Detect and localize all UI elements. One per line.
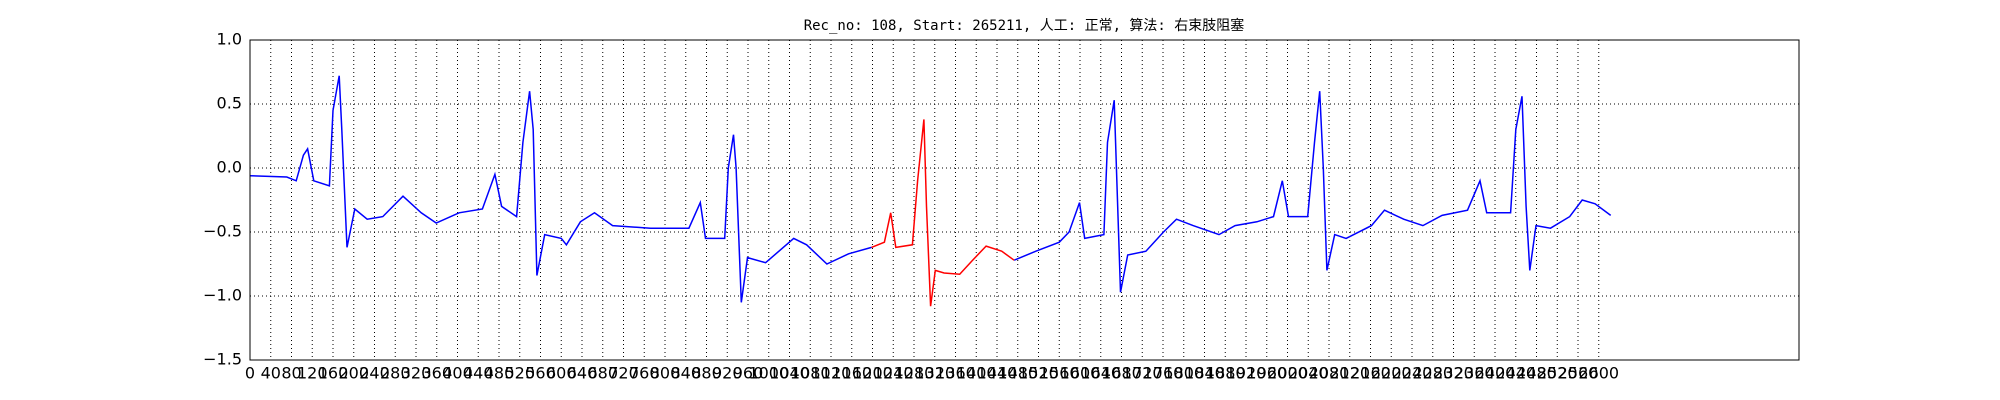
x-tick-label: 2560 xyxy=(1558,364,1599,383)
y-tick-label: −0.5 xyxy=(203,222,242,241)
x-tick-label: 40 xyxy=(261,364,281,383)
x-tick-label: 1840 xyxy=(1184,364,1225,383)
x-tick-label: 1080 xyxy=(790,364,831,383)
x-tick-label: 1560 xyxy=(1039,364,1080,383)
plot-frame xyxy=(249,39,1800,361)
x-tick-label: 760 xyxy=(629,364,660,383)
x-tick-label: 840 xyxy=(670,364,701,383)
x-tick-label: 1800 xyxy=(1163,364,1204,383)
x-tick-label: 280 xyxy=(380,364,411,383)
x-tick-label: 1400 xyxy=(956,364,997,383)
x-tick-label: 2120 xyxy=(1329,364,1370,383)
y-tick-label: 0.0 xyxy=(217,158,242,177)
x-tick-label: 800 xyxy=(650,364,681,383)
y-tick-label: 1.0 xyxy=(217,30,242,49)
x-tick-label: 360 xyxy=(421,364,452,383)
x-tick-label: 480 xyxy=(484,364,515,383)
x-tick-label: 1240 xyxy=(873,364,914,383)
x-tick-label: 80 xyxy=(281,364,301,383)
x-tick-label: 2360 xyxy=(1454,364,1495,383)
x-tick-label: 560 xyxy=(525,364,556,383)
x-tick-label: 2280 xyxy=(1412,364,1453,383)
x-tick-label: 2040 xyxy=(1288,364,1329,383)
x-tick-label: 1120 xyxy=(811,364,852,383)
x-tick-label: 160 xyxy=(318,364,349,383)
x-tick-label: 1160 xyxy=(831,364,872,383)
x-tick-label: 2160 xyxy=(1350,364,1391,383)
x-tick-label: 880 xyxy=(691,364,722,383)
x-tick-label: 1320 xyxy=(914,364,955,383)
ecg-line xyxy=(871,119,1015,307)
x-tick-label: 240 xyxy=(359,364,390,383)
x-tick-label: 0 xyxy=(245,364,255,383)
x-tick-label: 2240 xyxy=(1392,364,1433,383)
x-tick-label: 2440 xyxy=(1495,364,1536,383)
x-tick-label: 1040 xyxy=(769,364,810,383)
x-tick-label: 200 xyxy=(338,364,369,383)
x-tick-label: 1640 xyxy=(1080,364,1121,383)
y-tick-label: 0.5 xyxy=(217,94,242,113)
x-tick-label: 2320 xyxy=(1433,364,1474,383)
x-tick-label: 2200 xyxy=(1371,364,1412,383)
x-tick-label: 2000 xyxy=(1267,364,1308,383)
x-tick-label: 1920 xyxy=(1226,364,1267,383)
x-tick-label: 400 xyxy=(442,364,473,383)
x-tick-label: 2600 xyxy=(1578,364,1619,383)
x-tick-label: 1520 xyxy=(1018,364,1059,383)
x-tick-label: 720 xyxy=(608,364,639,383)
x-tick-label: 1760 xyxy=(1143,364,1184,383)
y-tick-label: −1.0 xyxy=(203,286,242,305)
chart-title: Rec_no: 108, Start: 265211, 人工: 正常, 算法: … xyxy=(804,17,1245,34)
x-tick-label: 1480 xyxy=(997,364,1038,383)
x-tick-label: 2080 xyxy=(1309,364,1350,383)
x-tick-label: 1680 xyxy=(1101,364,1142,383)
x-tick-label: 320 xyxy=(401,364,432,383)
x-tick-label: 1280 xyxy=(894,364,935,383)
x-tick-label: 2520 xyxy=(1537,364,1578,383)
x-tick-label: 1720 xyxy=(1122,364,1163,383)
y-tick-label: −1.5 xyxy=(203,350,242,369)
x-tick-label: 1360 xyxy=(935,364,976,383)
x-tick-label: 1200 xyxy=(852,364,893,383)
x-tick-label: 520 xyxy=(504,364,535,383)
x-tick-label: 960 xyxy=(733,364,764,383)
x-tick-label: 1880 xyxy=(1205,364,1246,383)
x-tick-label: 2480 xyxy=(1516,364,1557,383)
x-tick-label: 1960 xyxy=(1246,364,1287,383)
x-tick-label: 2400 xyxy=(1475,364,1516,383)
x-tick-label: 1600 xyxy=(1060,364,1101,383)
x-tick-label: 680 xyxy=(587,364,618,383)
x-tick-label: 640 xyxy=(567,364,598,383)
x-tick-label: 600 xyxy=(546,364,577,383)
x-tick-label: 120 xyxy=(297,364,328,383)
x-tick-label: 920 xyxy=(712,364,743,383)
x-tick-label: 1440 xyxy=(977,364,1018,383)
ecg-line xyxy=(249,75,1612,303)
x-tick-label: 440 xyxy=(463,364,494,383)
x-tick-label: 1000 xyxy=(748,364,789,383)
